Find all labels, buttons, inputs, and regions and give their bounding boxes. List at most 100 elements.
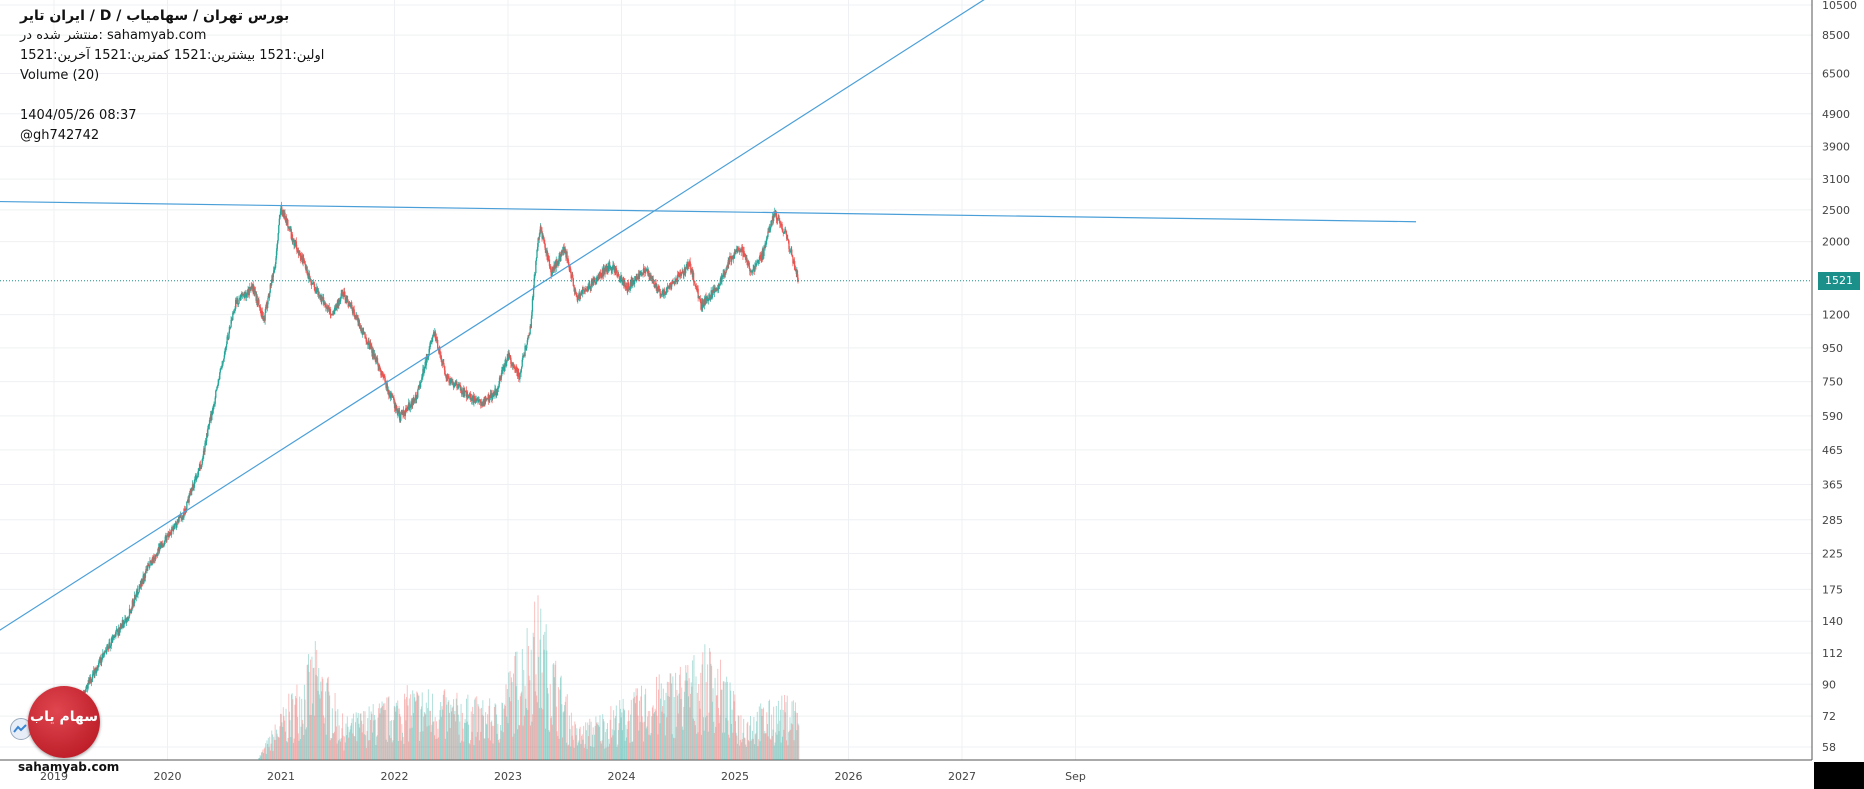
candle-body (509, 354, 511, 358)
volume-bar (562, 737, 564, 760)
volume-bar (596, 724, 598, 760)
candle-body (106, 646, 108, 651)
volume-bar (796, 712, 798, 760)
volume-bar (681, 687, 683, 760)
volume-bar (658, 674, 660, 760)
candle-body (683, 270, 685, 276)
volume-bar (360, 713, 362, 760)
volume-bar (282, 726, 284, 760)
candle-body (356, 315, 358, 320)
volume-bar (451, 711, 453, 760)
volume-bar (683, 706, 685, 760)
volume-bar (468, 724, 470, 760)
volume-bar (345, 723, 347, 760)
volume-bar (330, 737, 332, 760)
candle-body (624, 281, 626, 288)
volume-bar (295, 698, 297, 760)
volume-bar (342, 713, 344, 760)
volume-bar (700, 672, 702, 760)
candle-body (379, 368, 382, 371)
candle-body (447, 373, 449, 377)
candle-body (175, 525, 178, 528)
volume-bar (272, 751, 274, 760)
volume-bar (545, 624, 547, 760)
volume-bar (267, 737, 269, 760)
volume-bar (580, 744, 582, 760)
volume-bar (290, 737, 292, 760)
volume-bar (426, 726, 428, 760)
candle-body (302, 258, 304, 264)
candle-body (639, 272, 641, 276)
candle-body (755, 263, 758, 266)
candle-body (103, 654, 105, 656)
candle-body (783, 232, 786, 233)
candle-body (318, 295, 321, 297)
volume-bar (794, 711, 796, 760)
volume-bar (619, 700, 621, 760)
volume-bar (565, 696, 567, 760)
candle-body (140, 579, 143, 587)
candle-body (711, 290, 713, 298)
volume-bar (755, 733, 757, 760)
candle-body (649, 277, 651, 280)
volume-bar (548, 730, 550, 760)
candle-body (299, 250, 301, 253)
volume-bar (525, 698, 527, 760)
candle-body (671, 281, 673, 285)
candle-body (608, 261, 611, 269)
volume-bar (344, 742, 346, 760)
volume-bar (531, 721, 533, 760)
candle-body (266, 304, 269, 309)
candle-body (503, 367, 506, 371)
volume-bar (419, 740, 421, 760)
candle-body (576, 294, 578, 297)
volume-bar (644, 694, 646, 760)
volume-bar (703, 730, 705, 760)
volume-bar (726, 676, 728, 760)
candle-body (534, 273, 536, 276)
candle-body (767, 231, 769, 237)
candle-body (264, 313, 266, 321)
volume-bar (568, 744, 570, 760)
candle-body (746, 257, 748, 262)
volume-bar (270, 743, 272, 760)
candle-body (494, 388, 496, 396)
volume-bar (692, 718, 694, 760)
volume-bar (578, 740, 580, 760)
volume-bar (350, 725, 352, 760)
volume-bar (353, 735, 355, 760)
candle-body (505, 360, 507, 365)
candle-body (685, 268, 687, 274)
candle-body (408, 402, 410, 408)
volume-bar (649, 710, 651, 760)
volume-bar (414, 697, 416, 760)
candle-body (274, 268, 276, 271)
volume-bar (598, 726, 600, 760)
volume-bar (666, 717, 668, 760)
candle-body (522, 355, 524, 360)
y-tick-label: 2000 (1822, 236, 1850, 249)
y-tick-label: 10500 (1822, 0, 1857, 12)
volume-bar (713, 732, 715, 760)
candle-body (258, 305, 261, 307)
volume-bar (568, 715, 570, 760)
volume-bar (348, 737, 350, 760)
candle-body (640, 272, 643, 274)
volume-bar (314, 715, 316, 760)
candle-body (276, 244, 278, 252)
volume-bar (481, 714, 483, 760)
volume-bar (442, 709, 444, 760)
volume-bar (605, 747, 607, 760)
volume-bar (715, 695, 717, 760)
price-axis[interactable]: 1050085006500490039003100250020001200950… (1822, 0, 1857, 754)
candle-body (793, 260, 796, 270)
time-axis[interactable]: 2019 2020 2021 2022 2023 2024 2025 2026 2027 Sep (40, 770, 1086, 783)
candle-body (743, 250, 745, 256)
candle-body (514, 367, 516, 369)
candle-body (407, 405, 409, 407)
candle-body (791, 254, 794, 257)
volume-bar (538, 708, 540, 760)
candle-body (135, 597, 137, 600)
volume-bar (317, 690, 319, 760)
